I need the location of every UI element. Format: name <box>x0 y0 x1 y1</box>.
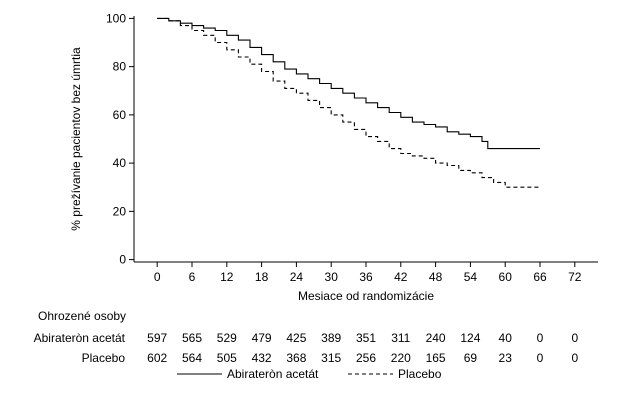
risk-cell: 0 <box>537 331 544 345</box>
axes: 0 20 40 60 80 100 0 6 12 18 24 30 36 42 48 54 60 66 72 <box>106 11 598 284</box>
x-tick-label: 6 <box>189 270 196 284</box>
y-tick-label: 40 <box>113 156 127 170</box>
y-tick-label: 100 <box>106 11 126 25</box>
x-tick-label: 60 <box>499 270 513 284</box>
x-tick-label: 72 <box>568 270 582 284</box>
x-tick-label: 24 <box>290 270 304 284</box>
x-tick-label: 18 <box>255 270 269 284</box>
risk-cell: 529 <box>217 331 237 345</box>
legend: Abirateròn acetát Placebo <box>177 367 442 381</box>
series-lines <box>157 17 540 188</box>
risk-cell: 240 <box>426 331 446 345</box>
risk-cell: 368 <box>286 351 306 365</box>
risk-cell: 315 <box>321 351 341 365</box>
risk-table: Ohrozené osoby Abirateròn acetát 597 565 52… <box>34 309 579 365</box>
risk-row-label: Abirateròn acetát <box>34 331 126 345</box>
risk-cell: 351 <box>356 331 376 345</box>
risk-row-label: Placebo <box>82 351 126 365</box>
risk-cell: 564 <box>182 351 202 365</box>
risk-cell: 432 <box>252 351 272 365</box>
y-tick-label: 60 <box>113 108 127 122</box>
risk-cell: 389 <box>321 331 341 345</box>
y-tick-label: 20 <box>113 204 127 218</box>
risk-cell: 220 <box>391 351 411 365</box>
legend-label-abirateron: Abirateròn acetát <box>227 367 319 381</box>
risk-cell: 602 <box>147 351 167 365</box>
x-tick-label: 36 <box>359 270 373 284</box>
risk-table-title: Ohrozené osoby <box>38 309 126 323</box>
legend-label-placebo: Placebo <box>398 367 442 381</box>
risk-cell: 256 <box>356 351 376 365</box>
risk-cell: 40 <box>499 331 513 345</box>
risk-cell: 0 <box>537 351 544 365</box>
risk-cell: 69 <box>464 351 478 365</box>
risk-cell: 124 <box>460 331 480 345</box>
risk-cell: 479 <box>252 331 272 345</box>
risk-cell: 505 <box>217 351 237 365</box>
risk-cell: 565 <box>182 331 202 345</box>
risk-cell: 165 <box>426 351 446 365</box>
risk-cell: 0 <box>571 331 578 345</box>
series-line-placebo <box>157 17 540 188</box>
series-line-abirateron <box>157 17 540 150</box>
y-axis-title: % prežívanie pacientov bez úmrtia <box>69 47 83 231</box>
x-tick-label: 0 <box>154 270 161 284</box>
x-tick-label: 12 <box>220 270 234 284</box>
risk-cell: 597 <box>147 331 167 345</box>
x-tick-label: 54 <box>464 270 478 284</box>
x-axis-title: Mesiace od randomizácie <box>298 289 434 303</box>
risk-cell: 425 <box>286 331 306 345</box>
y-tick-label: 0 <box>119 253 126 267</box>
risk-cell: 23 <box>499 351 513 365</box>
risk-cell: 0 <box>571 351 578 365</box>
x-tick-label: 48 <box>429 270 443 284</box>
y-tick-label: 80 <box>113 60 127 74</box>
risk-cell: 311 <box>391 331 410 345</box>
x-tick-label: 66 <box>533 270 547 284</box>
x-tick-label: 30 <box>325 270 339 284</box>
x-tick-label: 42 <box>394 270 408 284</box>
